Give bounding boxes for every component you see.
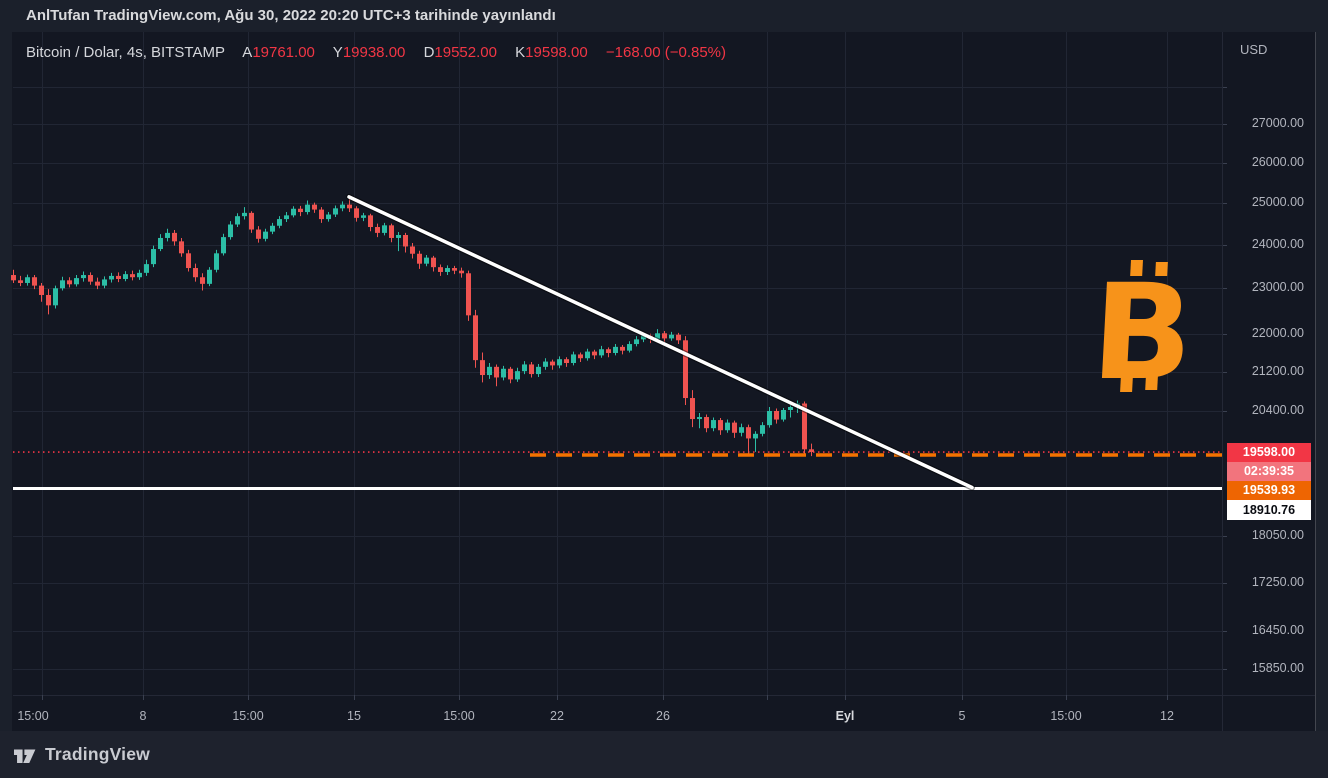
time-axis-label: 5 — [958, 709, 966, 723]
ohlc-low: D19552.00 — [423, 44, 497, 61]
price-axis-label: 24000.00 — [1251, 237, 1304, 251]
tradingview-logo-link[interactable]: TradingView — [0, 744, 150, 765]
price-axis-label: 21200.00 — [1251, 364, 1304, 378]
price-axis-label: 25000.00 — [1251, 195, 1304, 209]
time-axis-label: 15:00 — [1050, 709, 1082, 723]
time-axis-label: 8 — [139, 709, 147, 723]
ohlc-high: Y19938.00 — [332, 44, 406, 61]
price-axis-label: 22000.00 — [1251, 326, 1304, 340]
change-value: −168.00 (−0.85%) — [605, 44, 727, 61]
tradingview-logo-icon — [14, 749, 36, 763]
time-axis-label: 12 — [1160, 709, 1174, 723]
price-axis-label: 27000.00 — [1251, 116, 1304, 130]
bitcoin-logo-icon: B — [1088, 256, 1197, 410]
ohlc-close: K19598.00 — [515, 44, 588, 61]
tradingview-wordmark: TradingView — [45, 744, 150, 764]
symbol-legend: Bitcoin / Dolar, 4s, BITSTAMP A19761.00 … — [26, 44, 726, 61]
price-axis-label: 17250.00 — [1251, 575, 1304, 589]
time-axis-label: 15 — [347, 709, 361, 723]
publish-info: AnlTufan TradingView.com, Ağu 30, 2022 2… — [26, 0, 556, 32]
time-axis-label: 15:00 — [443, 709, 475, 723]
publish-info-text: AnlTufan TradingView.com, Ağu 30, 2022 2… — [26, 7, 556, 24]
price-axis-label: 16450.00 — [1251, 623, 1304, 637]
svg-text:B: B — [1098, 260, 1190, 396]
currency-label[interactable]: USD — [1240, 42, 1268, 57]
level-price-badge: 18910.76 — [1227, 500, 1311, 520]
time-axis-label: Eyl — [835, 709, 855, 723]
last-price-value: 19598.00 — [1227, 443, 1311, 462]
bar-countdown: 02:39:35 — [1227, 462, 1311, 481]
price-axis-label: 23000.00 — [1251, 280, 1304, 294]
footer: TradingView — [0, 731, 1328, 778]
price-axis-label: 26000.00 — [1251, 155, 1304, 169]
symbol-title[interactable]: Bitcoin / Dolar, 4s, BITSTAMP — [26, 44, 225, 61]
price-axis-label: 18050.00 — [1251, 528, 1304, 542]
time-axis-label: 22 — [550, 709, 564, 723]
last-price-badge: 19598.00 02:39:35 — [1227, 443, 1311, 481]
time-axis-label: 15:00 — [232, 709, 264, 723]
price-axis-label: 20400.00 — [1251, 403, 1304, 417]
ohlc-open: A19761.00 — [242, 44, 315, 61]
time-axis-label: 15:00 — [17, 709, 49, 723]
alert-price-badge: 19539.93 — [1227, 481, 1311, 500]
time-axis-label: 26 — [656, 709, 670, 723]
price-axis-label: 15850.00 — [1251, 661, 1304, 675]
